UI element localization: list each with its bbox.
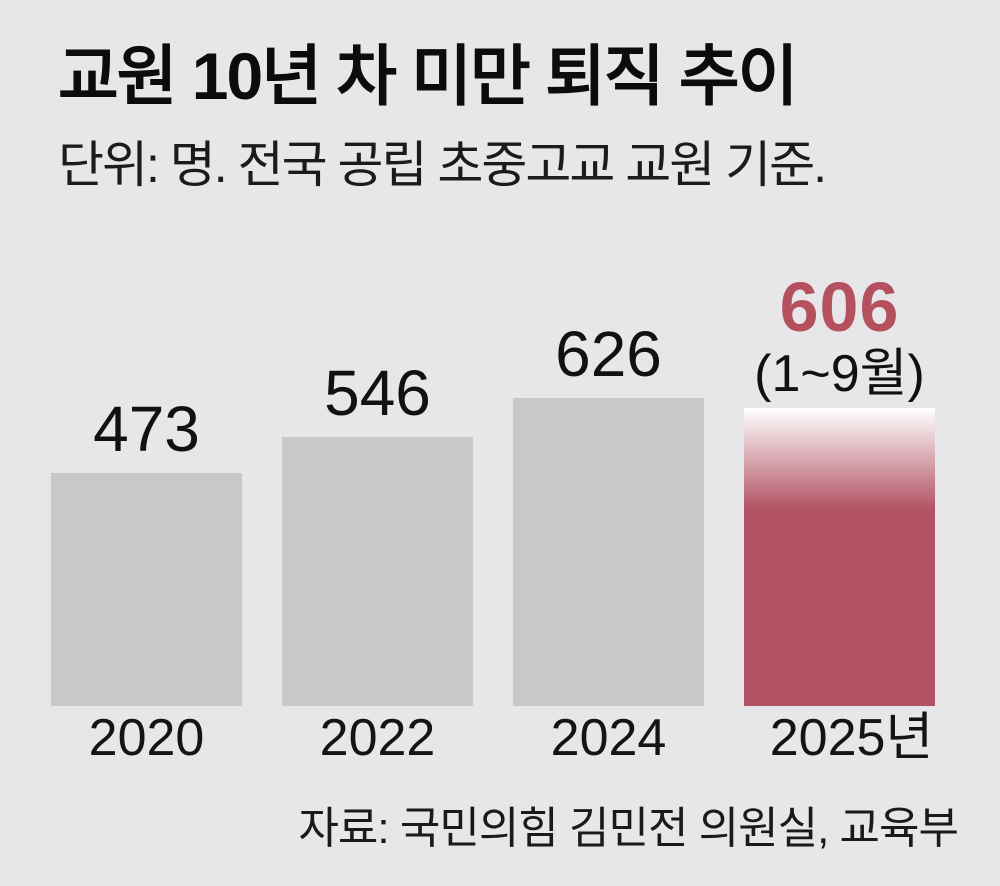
- bar-group-2022: 546 2022: [282, 0, 473, 886]
- bar-group-2020: 473 2020: [51, 0, 242, 886]
- chart-title: 교원 10년 차 미만 퇴직 추이: [58, 39, 798, 113]
- source-note: 자료: 국민의힘 김민전 의원실, 교육부: [298, 804, 959, 853]
- value-label-2024: 626: [555, 318, 662, 390]
- value-label-2025: 606: [779, 268, 900, 346]
- value-label-2022: 546: [324, 357, 431, 429]
- x-axis-label-2020: 2020: [88, 709, 205, 767]
- chart-subtitle: 단위: 명. 전국 공립 초중고교 교원 기준.: [58, 137, 827, 193]
- bar-2025-highlighted: [744, 408, 935, 706]
- value-label-2020: 473: [93, 393, 200, 465]
- x-axis-label-2024: 2024: [550, 709, 667, 767]
- x-axis-label-2025: 2025년: [769, 709, 934, 767]
- period-label-2025: (1~9월): [754, 345, 925, 403]
- x-axis-label-2022: 2022: [319, 709, 436, 767]
- bar-group-2024: 626 2024: [513, 0, 704, 886]
- bar-group-2025: 606 (1~9월) 2025년: [744, 0, 935, 886]
- bar-2024: [513, 398, 704, 706]
- bar-2022: [282, 437, 473, 706]
- bar-2020: [51, 473, 242, 706]
